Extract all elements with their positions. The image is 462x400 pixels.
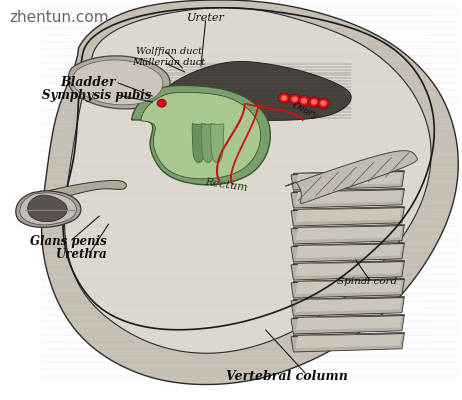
Circle shape [292,96,298,102]
Polygon shape [201,123,214,162]
Circle shape [281,95,287,101]
Polygon shape [163,62,351,120]
Polygon shape [132,86,270,185]
Polygon shape [296,262,402,276]
Circle shape [311,99,317,105]
Text: Spinal cord: Spinal cord [337,278,397,286]
Circle shape [308,97,320,107]
Polygon shape [65,8,431,353]
Polygon shape [296,280,402,294]
Polygon shape [296,190,402,204]
Polygon shape [296,172,402,186]
Circle shape [320,100,327,106]
Polygon shape [293,260,404,265]
Circle shape [298,96,310,106]
Polygon shape [192,123,205,162]
Polygon shape [20,193,76,225]
Polygon shape [291,334,404,352]
Polygon shape [291,190,404,208]
Polygon shape [293,242,404,247]
Polygon shape [293,188,404,193]
Polygon shape [293,170,404,175]
Polygon shape [293,314,404,319]
Polygon shape [291,280,404,298]
Circle shape [157,99,166,107]
Polygon shape [291,172,404,190]
Polygon shape [286,151,417,203]
Polygon shape [291,226,404,244]
Polygon shape [296,244,402,258]
Polygon shape [291,208,404,226]
Text: Urethra: Urethra [55,248,107,261]
Polygon shape [293,296,404,301]
Text: Rectum: Rectum [204,177,249,193]
Text: zhentun.com: zhentun.com [9,10,109,25]
Text: Symphysis pubis: Symphysis pubis [42,89,151,102]
Polygon shape [291,244,404,262]
Polygon shape [141,92,261,179]
Circle shape [278,93,290,103]
Polygon shape [296,208,402,222]
Polygon shape [293,278,404,283]
Polygon shape [296,334,402,348]
Polygon shape [16,191,81,227]
Polygon shape [42,0,458,384]
Polygon shape [293,224,404,229]
Polygon shape [291,316,404,334]
Text: Glans penis: Glans penis [30,236,107,248]
Polygon shape [38,180,127,201]
Polygon shape [296,316,402,330]
Text: Ureter: Ureter [187,13,225,23]
Polygon shape [291,262,404,280]
Circle shape [289,94,301,104]
Polygon shape [211,123,224,162]
Circle shape [317,98,329,108]
Circle shape [301,98,307,104]
Polygon shape [291,298,404,316]
Polygon shape [68,56,170,109]
Text: Vertebral column: Vertebral column [225,370,347,382]
Text: Bladder: Bladder [60,76,116,89]
Text: Wolffian duct: Wolffian duct [136,47,202,56]
Polygon shape [293,206,404,211]
Text: Ovury: Ovury [291,101,319,121]
Polygon shape [296,226,402,240]
Polygon shape [73,60,163,105]
Polygon shape [293,332,404,337]
Text: Müllerian duct: Müllerian duct [132,58,205,67]
Polygon shape [28,195,67,222]
Polygon shape [296,298,402,312]
